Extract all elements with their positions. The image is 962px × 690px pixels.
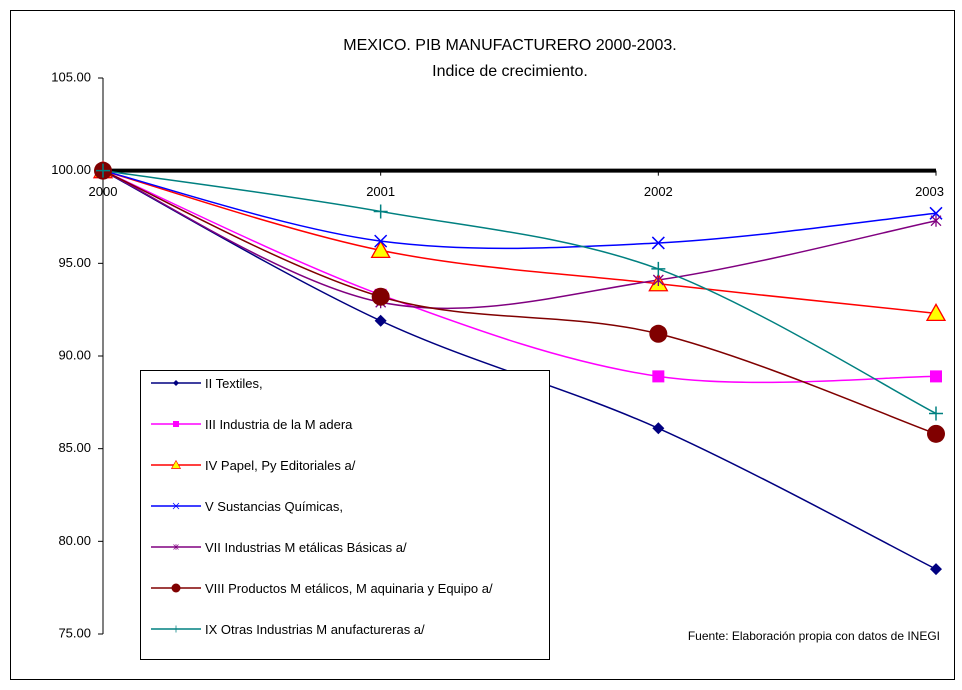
- series-line: [102, 169, 937, 310]
- marker-part: [173, 380, 179, 386]
- series-line: [102, 169, 937, 315]
- legend-item: V Sustancias Químicas,: [147, 498, 543, 539]
- series-line: [102, 169, 937, 250]
- marker: [173, 544, 179, 550]
- y-tick-label: 90.00: [58, 347, 91, 362]
- marker-part: [371, 287, 390, 306]
- marker-part: [930, 563, 942, 576]
- marker: [371, 287, 390, 306]
- marker: [173, 380, 179, 386]
- marker: [96, 163, 110, 178]
- marker: [651, 236, 665, 250]
- y-tick-label: 100.00: [51, 162, 91, 177]
- marker-part: [173, 421, 179, 427]
- marker: [930, 214, 942, 227]
- marker-part: [652, 274, 664, 287]
- legend-swatch: [151, 583, 201, 593]
- legend-swatch: [151, 380, 201, 386]
- legend-label: IX Otras Industrias M anufactureras a/: [205, 622, 425, 637]
- legend-label: III Industria de la M adera: [205, 417, 353, 432]
- marker-part: [172, 502, 180, 510]
- marker-part: [929, 406, 943, 421]
- marker-part: [652, 370, 665, 383]
- marker: [652, 274, 664, 287]
- legend-swatch: [151, 459, 201, 469]
- marker-part: [652, 422, 665, 435]
- legend-swatch: [151, 502, 201, 510]
- chart-title: MEXICO. PIB MANUFACTURERO 2000-2003.: [343, 37, 676, 54]
- marker-part: [171, 583, 181, 593]
- marker: [649, 324, 668, 343]
- series-line: [102, 169, 937, 415]
- marker: [930, 370, 942, 383]
- marker: [927, 424, 945, 443]
- marker-part: [930, 370, 942, 383]
- y-tick-label: 75.00: [58, 625, 91, 640]
- series-line: [102, 169, 937, 435]
- legend-swatch: [151, 544, 201, 550]
- marker-part: [172, 625, 180, 633]
- y-tick-label: 80.00: [58, 533, 91, 548]
- marker: [374, 314, 387, 327]
- marker-part: [96, 163, 110, 178]
- marker: [925, 303, 947, 322]
- y-tick-label: 95.00: [58, 255, 91, 270]
- legend-label: II Textiles,: [205, 376, 263, 391]
- legend-swatch: [151, 625, 201, 633]
- marker: [171, 583, 181, 593]
- legend-item: VII Industrias M etálicas Básicas a/: [147, 539, 543, 580]
- marker-part: [370, 240, 391, 259]
- marker: [370, 240, 391, 259]
- marker-part: [649, 324, 668, 343]
- marker-part: [374, 234, 388, 248]
- legend-swatch: [151, 421, 201, 427]
- marker-part: [374, 314, 387, 327]
- marker-part: [930, 214, 942, 227]
- marker-part: [170, 459, 182, 469]
- marker: [173, 421, 179, 427]
- x-tick-label: 2002: [644, 184, 673, 199]
- marker: [929, 406, 943, 421]
- legend-label: IV Papel, Py Editoriales a/: [205, 458, 356, 473]
- y-tick-label: 85.00: [58, 440, 91, 455]
- marker: [652, 370, 665, 383]
- chart-subtitle: Indice de crecimiento.: [432, 63, 588, 80]
- legend-item: VIII Productos M etálicos, M aquinaria y…: [147, 580, 543, 621]
- marker: [652, 422, 665, 435]
- marker-part: [173, 544, 179, 550]
- marker: [172, 625, 180, 633]
- legend-item: II Textiles,: [147, 375, 543, 416]
- marker: [373, 204, 388, 219]
- legend-item: III Industria de la M adera: [147, 416, 543, 457]
- marker-part: [927, 424, 945, 443]
- source-note: Fuente: Elaboración propia con datos de …: [688, 629, 940, 643]
- marker-part: [651, 236, 665, 250]
- marker-part: [373, 204, 388, 219]
- marker: [170, 459, 182, 469]
- legend-item: IV Papel, Py Editoriales a/: [147, 457, 543, 498]
- x-tick-label: 2003: [915, 184, 944, 199]
- legend-label: VIII Productos M etálicos, M aquinaria y…: [205, 581, 493, 596]
- marker-part: [651, 261, 666, 276]
- marker: [374, 234, 388, 248]
- marker: [172, 502, 180, 510]
- legend-label: VII Industrias M etálicas Básicas a/: [205, 540, 407, 555]
- marker: [651, 261, 666, 276]
- y-tick-label: 105.00: [51, 69, 91, 84]
- x-tick-label: 2000: [89, 184, 118, 199]
- marker: [930, 563, 942, 576]
- series-line: [102, 169, 937, 384]
- legend: II Textiles, III Industria de la M adera I…: [140, 370, 550, 660]
- legend-label: V Sustancias Químicas,: [205, 499, 343, 514]
- x-tick-label: 2001: [366, 184, 395, 199]
- legend-item: IX Otras Industrias M anufactureras a/: [147, 621, 543, 662]
- marker-part: [925, 303, 947, 322]
